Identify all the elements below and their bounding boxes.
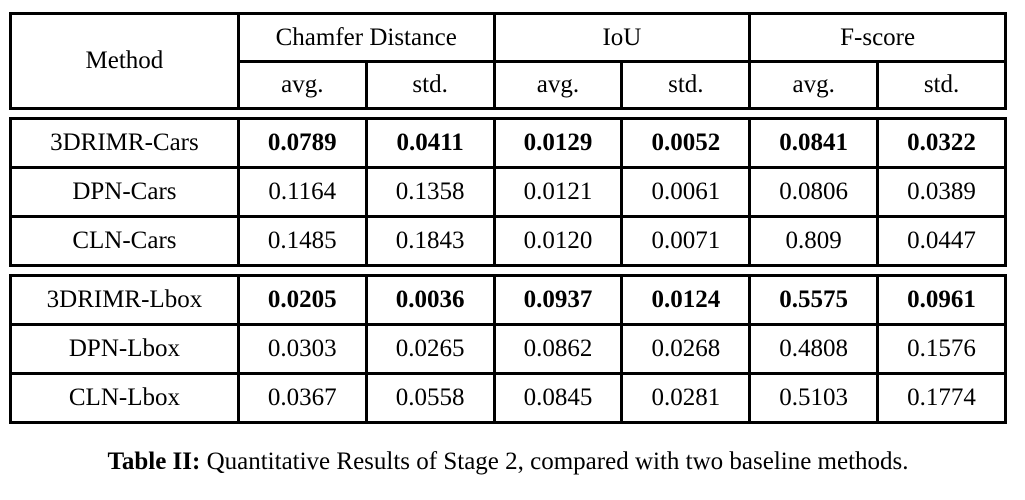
table-caption: Table II: Quantitative Results of Stage … — [9, 448, 1007, 476]
method-cell: DPN-Lbox — [9, 323, 240, 375]
table-caption-label: Table II: — [107, 448, 201, 475]
subheader-cell-chamfer-avg: avg. — [236, 60, 368, 110]
table-row: 3DRIMR-Lbox 0.0205 0.0036 0.0937 0.0124 … — [9, 274, 1007, 326]
results-cars-block: 3DRIMR-Cars 0.0789 0.0411 0.0129 0.0052 … — [9, 117, 1007, 267]
value-cell: 0.0129 — [492, 117, 624, 169]
header-cell-fscore: F-score — [748, 12, 1007, 63]
paper-table-figure: Method Chamfer Distance IoU F-score avg.… — [9, 12, 1007, 476]
value-cell: 0.1774 — [876, 372, 1007, 424]
value-cell: 0.0036 — [364, 274, 496, 326]
subheader-cell-fscore-std: std. — [876, 60, 1007, 110]
value-cell: 0.0862 — [492, 323, 624, 375]
value-cell: 0.5103 — [748, 372, 880, 424]
value-cell: 0.0806 — [748, 166, 880, 218]
value-cell: 0.0265 — [364, 323, 496, 375]
value-cell: 0.0121 — [492, 166, 624, 218]
method-cell: DPN-Cars — [9, 166, 240, 218]
value-cell: 0.0447 — [876, 215, 1007, 267]
results-lbox-block: 3DRIMR-Lbox 0.0205 0.0036 0.0937 0.0124 … — [9, 274, 1007, 424]
value-cell: 0.0961 — [876, 274, 1007, 326]
table-caption-text: Quantitative Results of Stage 2, compare… — [206, 448, 909, 475]
subheader-cell-iou-avg: avg. — [492, 60, 624, 110]
method-cell: 3DRIMR-Cars — [9, 117, 240, 169]
value-cell: 0.1358 — [364, 166, 496, 218]
subheader-cell-iou-std: std. — [620, 60, 752, 110]
value-cell: 0.0367 — [236, 372, 368, 424]
value-cell: 0.0052 — [620, 117, 752, 169]
method-cell: 3DRIMR-Lbox — [9, 274, 240, 326]
table-row: DPN-Lbox 0.0303 0.0265 0.0862 0.0268 0.4… — [9, 323, 1007, 375]
value-cell: 0.4808 — [748, 323, 880, 375]
value-cell: 0.0205 — [236, 274, 368, 326]
header-cell-method: Method — [9, 12, 240, 110]
method-cell: CLN-Cars — [9, 215, 240, 267]
value-cell: 0.1164 — [236, 166, 368, 218]
table-row: CLN-Cars 0.1485 0.1843 0.0120 0.0071 0.8… — [9, 215, 1007, 267]
header-group-row: Method Chamfer Distance IoU F-score — [9, 12, 1007, 110]
value-cell: 0.0061 — [620, 166, 752, 218]
value-cell: 0.1485 — [236, 215, 368, 267]
subheader-cell-chamfer-std: std. — [364, 60, 496, 110]
value-cell: 0.0268 — [620, 323, 752, 375]
value-cell: 0.5575 — [748, 274, 880, 326]
value-cell: 0.0322 — [876, 117, 1007, 169]
value-cell: 0.0558 — [364, 372, 496, 424]
method-cell: CLN-Lbox — [9, 372, 240, 424]
header-cell-chamfer-distance: Chamfer Distance — [236, 12, 496, 63]
table-row: CLN-Lbox 0.0367 0.0558 0.0845 0.0281 0.5… — [9, 372, 1007, 424]
value-cell: 0.0281 — [620, 372, 752, 424]
value-cell: 0.0303 — [236, 323, 368, 375]
value-cell: 0.0841 — [748, 117, 880, 169]
table-row: 3DRIMR-Cars 0.0789 0.0411 0.0129 0.0052 … — [9, 117, 1007, 169]
value-cell: 0.0389 — [876, 166, 1007, 218]
value-cell: 0.0071 — [620, 215, 752, 267]
value-cell: 0.0845 — [492, 372, 624, 424]
subheader-cell-fscore-avg: avg. — [748, 60, 880, 110]
value-cell: 0.0124 — [620, 274, 752, 326]
value-cell: 0.0789 — [236, 117, 368, 169]
header-sub-row: avg. std. avg. std. avg. std. — [11, 60, 1007, 110]
header-cell-iou: IoU — [492, 12, 752, 63]
table-row: DPN-Cars 0.1164 0.1358 0.0121 0.0061 0.0… — [9, 166, 1007, 218]
value-cell: 0.0411 — [364, 117, 496, 169]
value-cell: 0.1576 — [876, 323, 1007, 375]
value-cell: 0.0120 — [492, 215, 624, 267]
value-cell: 0.809 — [748, 215, 880, 267]
value-cell: 0.1843 — [364, 215, 496, 267]
results-table-header: Method Chamfer Distance IoU F-score avg.… — [9, 12, 1007, 110]
value-cell: 0.0937 — [492, 274, 624, 326]
